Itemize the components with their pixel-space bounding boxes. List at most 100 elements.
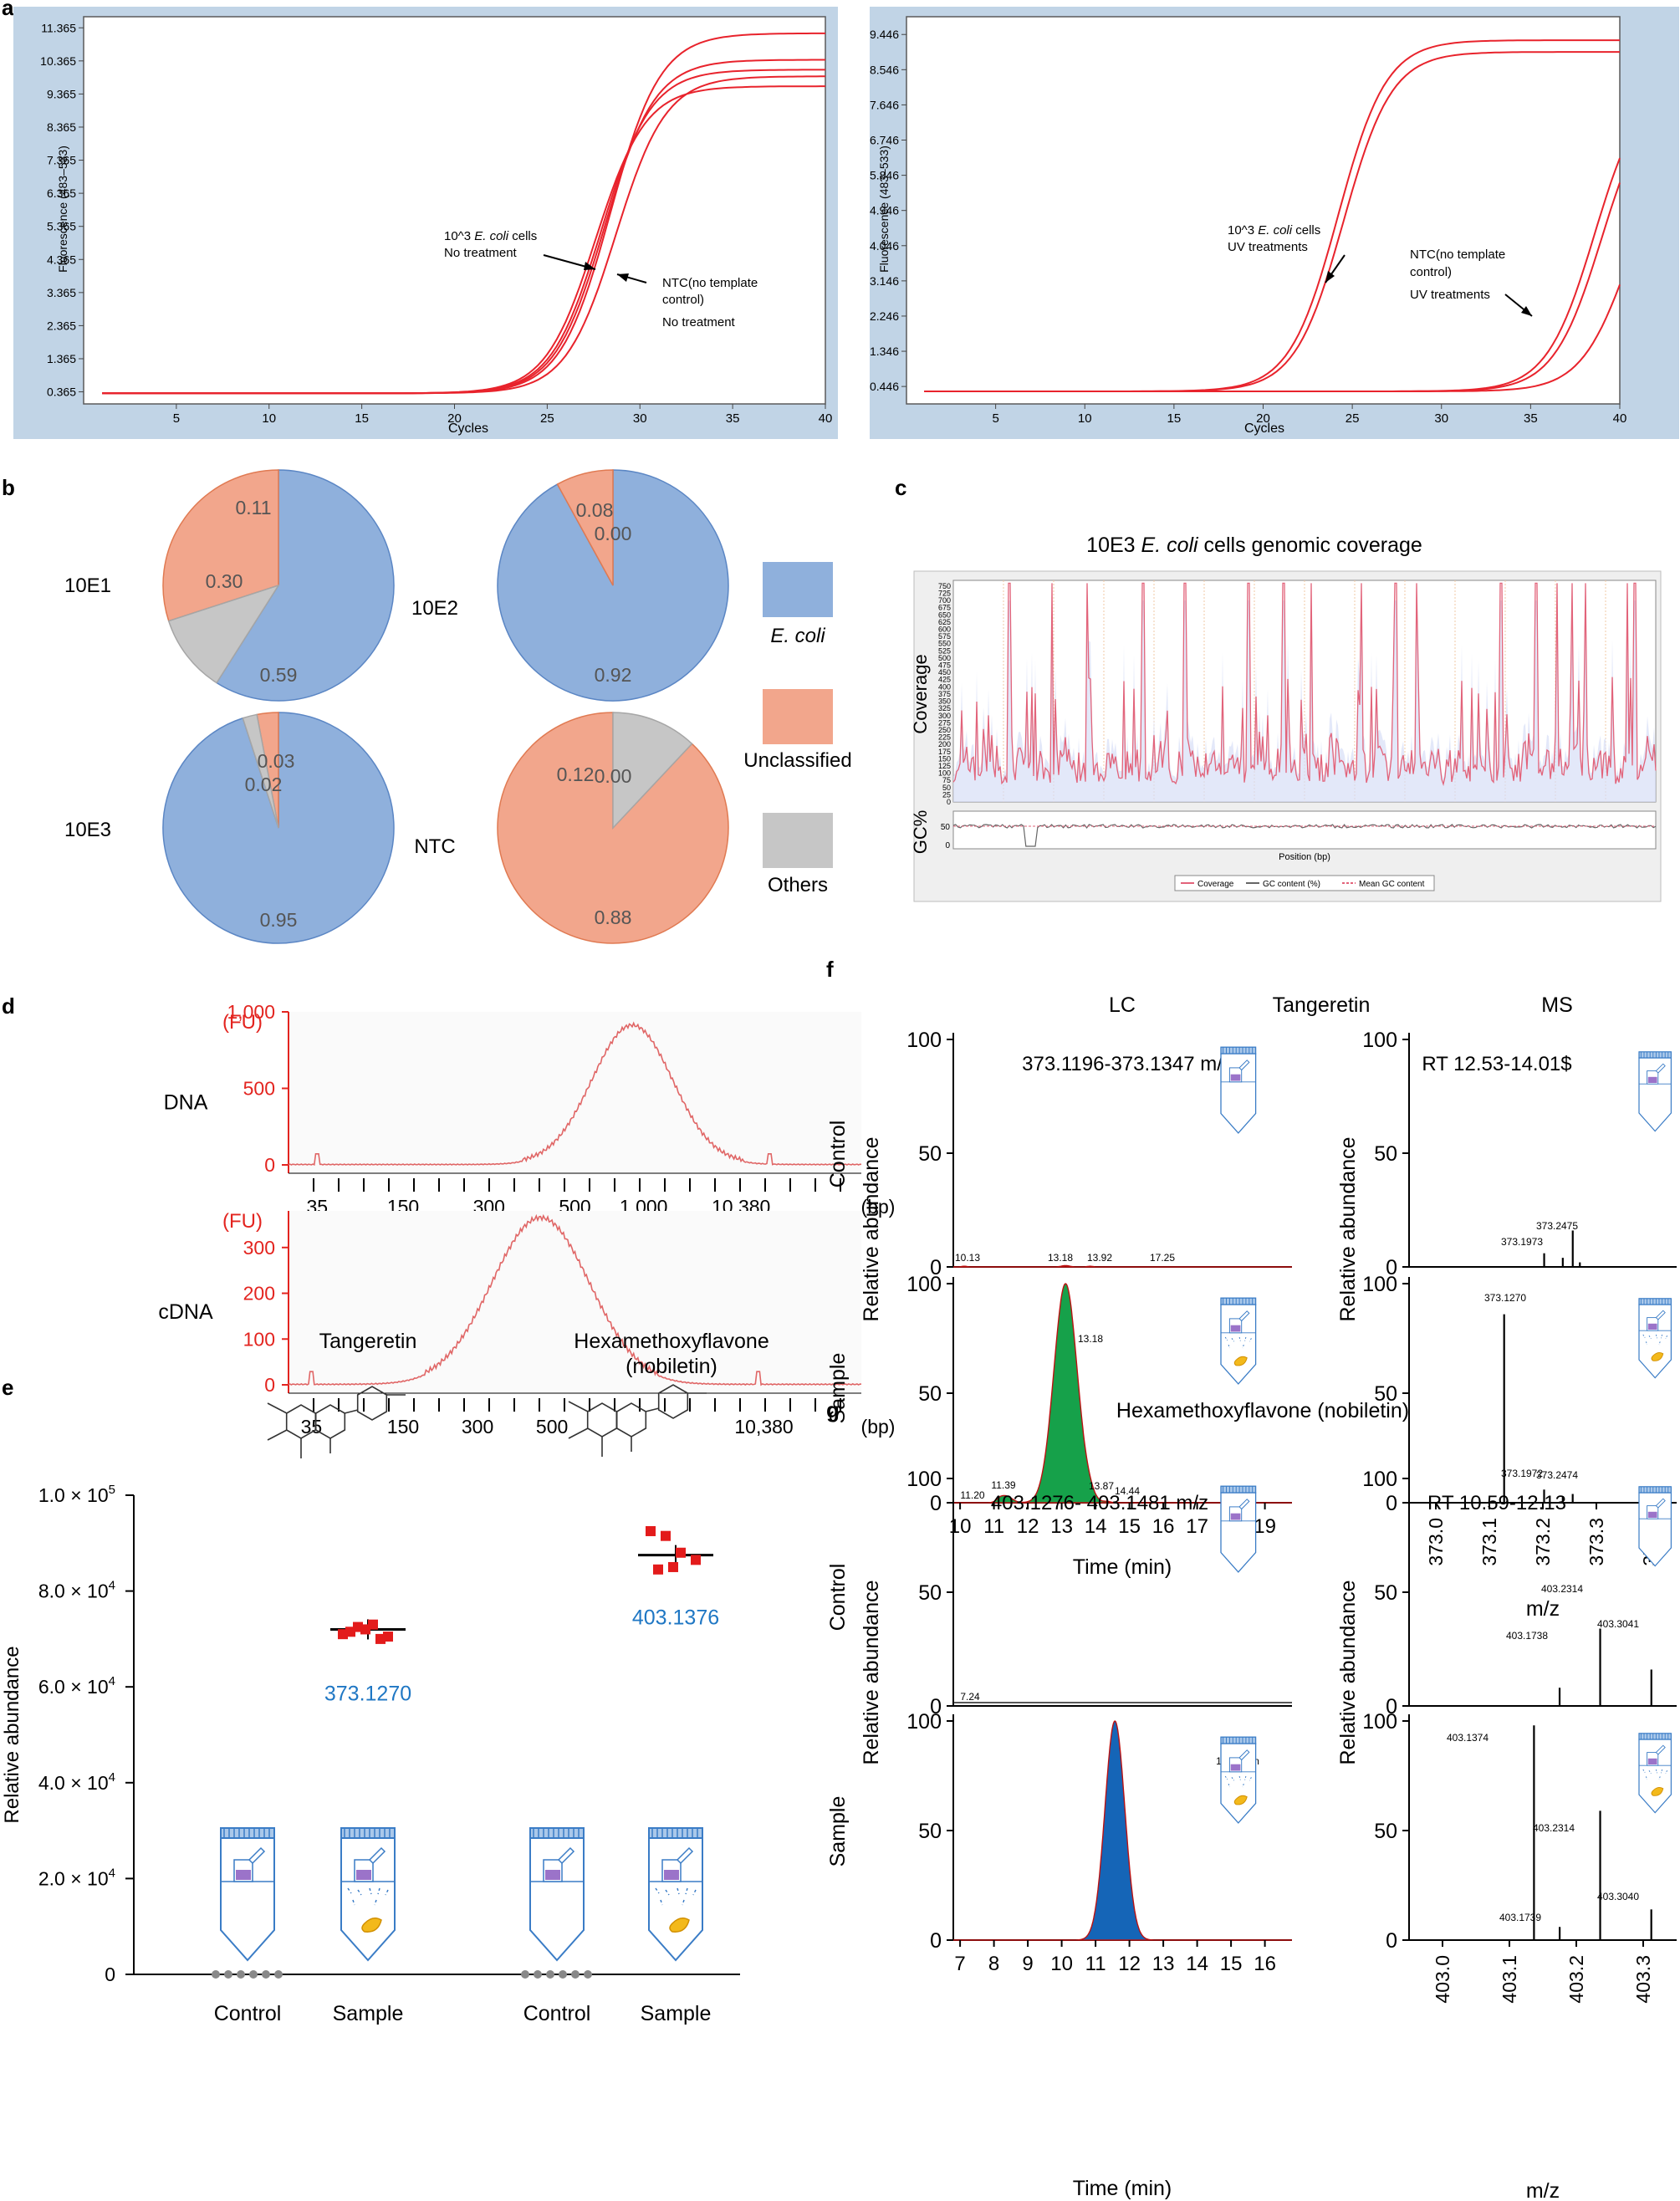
lcms-axes: 0 50 100 [906, 1710, 1292, 1953]
pie-sample-label: 10E3 [64, 819, 111, 841]
peak-label: 403.3040 [1597, 1891, 1639, 1902]
coverage-ylabel: Coverage [910, 654, 931, 733]
coverage-y-tick: 375 [938, 690, 951, 698]
y-tick-label: 50 [1374, 1142, 1397, 1166]
sample-point [375, 1633, 386, 1644]
pie-slice [556, 469, 614, 586]
peak-label: 10.13 [955, 1252, 980, 1264]
category-label: Control [523, 2002, 591, 2025]
y-axis-label: Relative abundance [860, 1581, 883, 1765]
qpcr-left-annot-ecoli: 10^3 E. coli cells No treatment [444, 229, 537, 260]
y-axis-label: Relative abundance [1336, 1581, 1360, 1765]
control-point [559, 1970, 567, 1979]
qpcr-right-xlabel: Cycles [1244, 421, 1284, 436]
qpcr-left-plot-area [83, 16, 826, 405]
sample-tube-icon [341, 1828, 395, 1960]
x-tick-label: 14 [1186, 1953, 1208, 1975]
y-tick-label: 1.0 × 105 [38, 1483, 115, 1506]
lcms-text: 373.1196-373.1347 m/z [1022, 1053, 1233, 1075]
sample-point [661, 1530, 671, 1541]
tube-illustrations [220, 1827, 702, 1961]
qpcr-left-xlabel: Cycles [448, 421, 488, 436]
y-tick-label: 9.446 [870, 28, 899, 41]
coverage-y-tick: 175 [938, 748, 951, 756]
y-tick-label: 8.365 [47, 120, 76, 134]
sample-point [646, 1525, 656, 1536]
pie-slice-label: 0.92 [595, 664, 632, 686]
plot-area [289, 1012, 861, 1173]
category-label: Sample [333, 2002, 404, 2025]
lcms-text: 403.1276- 403.1481 m/z [991, 1492, 1208, 1514]
sample-tube-icon [1221, 1298, 1256, 1384]
legend-swatch-unclassified [763, 689, 833, 744]
x-tick-label: 7 [954, 1953, 965, 1975]
control-tube-icon [220, 1827, 275, 1961]
x-tick-label: 373.1 [1478, 1518, 1500, 1566]
x-tick-label: 19 [1254, 1515, 1276, 1538]
panel-label-e: e [2, 1375, 13, 1400]
legend-label-others: Others [768, 874, 828, 896]
control-point [262, 1970, 270, 1979]
legend-label-unclassified: Unclassified [743, 749, 851, 772]
x-tick-label: 25 [540, 411, 554, 426]
y-tick-label: 0 [1386, 1256, 1397, 1279]
lcms-text: RT 12.53-14.01$ [1422, 1053, 1571, 1075]
y-tick-label: 7.646 [870, 98, 899, 111]
lcms-axes: 0 50 100 [1362, 1710, 1677, 1953]
control-point [249, 1970, 258, 1979]
lcms-axes: 0 50 100 [1362, 1468, 1677, 1718]
y-tick-label: 4.0 × 104 [38, 1770, 115, 1794]
peak-label: 403.1739 [1499, 1912, 1541, 1923]
coverage-y-tick: 25 [942, 790, 951, 799]
y-tick-label: 100 [243, 1328, 275, 1350]
control-tube-icon [1220, 1485, 1257, 1573]
peak-label: 373.1972 [1501, 1468, 1543, 1479]
peak-label: 403.2314 [1533, 1822, 1575, 1834]
y-tick-label: 4.946 [870, 204, 899, 217]
row-label-control: Control [826, 1564, 850, 1632]
qpcr-left-annot-ntc-2: control) [662, 293, 704, 307]
mass-label: 373.1270 [324, 1682, 411, 1705]
x-tick-label: 300 [462, 1416, 493, 1438]
x-tick-label: 5 [173, 411, 180, 426]
peak-label: 13.87 [1089, 1480, 1114, 1492]
x-tick-label: 40 [1613, 411, 1627, 426]
y-tick-label: 0 [264, 1374, 275, 1396]
qpcr-right-annot-ntc-3: UV treatments [1410, 288, 1490, 302]
sample-type-label: DNA [164, 1091, 208, 1115]
coverage-y-tick: 50 [942, 784, 951, 792]
sample-point [668, 1561, 678, 1572]
x-tick-label: 403.0 [1432, 1955, 1453, 2004]
y-tick-label: 100 [906, 1468, 942, 1491]
pie-slice-label: 0.00 [595, 765, 632, 787]
x-tick-label: 373.2 [1532, 1518, 1554, 1566]
y-tick-label: 100 [906, 1273, 942, 1296]
peak-label: 403.1374 [1447, 1732, 1489, 1744]
sample-tube-icon [1221, 1737, 1256, 1823]
chromatogram-peak [953, 1264, 1292, 1268]
panel-label-c: c [895, 475, 906, 500]
control-tube-icon [529, 1827, 585, 1961]
x-tick-label: 403.1 [1499, 1955, 1520, 2004]
lcms-text: Time (min) [1073, 1555, 1172, 1579]
coverage-y-tick: 675 [938, 604, 951, 612]
qpcr-left-annot-ntc: NTC(no template [662, 276, 758, 290]
x-tick-label: 403.2 [1565, 1955, 1587, 2004]
row-label-control: Control [826, 1121, 850, 1188]
y-tick-label: 0 [1386, 1929, 1397, 1953]
y-tick-label: 0.446 [870, 380, 899, 393]
y-tick-label: 100 [1362, 1029, 1397, 1052]
peak-label: 11.39 [991, 1479, 1015, 1491]
pie-slice [162, 469, 279, 622]
lcms-text: MS [1541, 993, 1573, 1017]
x-tick-label: 30 [1434, 411, 1448, 426]
x-tick-label: 10,380 [734, 1416, 793, 1438]
y-tick-label: 8.0 × 104 [38, 1579, 115, 1602]
gc-plot-area [952, 810, 1657, 850]
y-tick-label: 3.146 [870, 274, 899, 288]
pie-charts: 10E10.590.300.1110E20.920.080.0010E30.95… [64, 469, 729, 944]
pie-slice [242, 713, 279, 829]
qpcr-right-annot-ntc: NTC(no template [1410, 248, 1505, 262]
